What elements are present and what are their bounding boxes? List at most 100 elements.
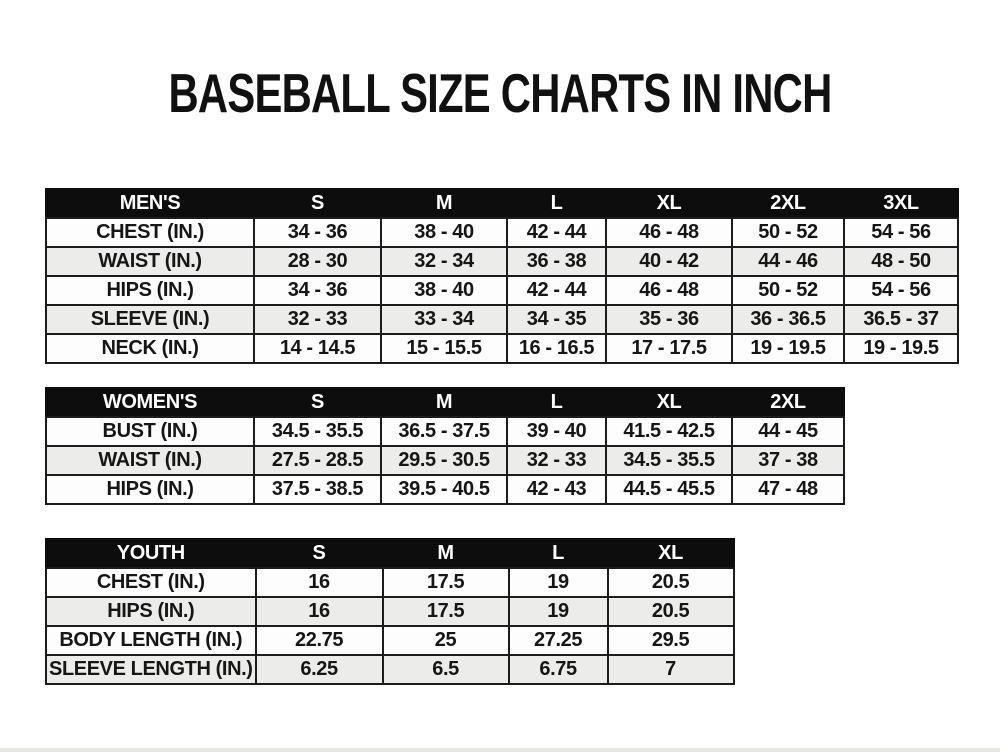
size-cell: 17.5 (381, 567, 510, 598)
column-header: XL (605, 188, 733, 219)
table-row: CHEST (IN.) 16 17.5 19 20.5 (45, 567, 735, 598)
size-cell: 29.5 (606, 625, 735, 656)
size-cell: 32 - 34 (380, 246, 508, 277)
column-header: M (380, 387, 508, 418)
table-row: BUST (IN.) 34.5 - 35.5 36.5 - 37.5 39 - 40 4… (45, 416, 845, 447)
header-row: YOUTH S M L XL (45, 538, 735, 569)
size-cell: 44 - 46 (731, 246, 845, 277)
column-header: L (506, 387, 607, 418)
size-cell: 20.5 (606, 567, 735, 598)
youth-size-table: YOUTH S M L XL CHEST (IN.) 16 17.5 19 20.5 HIPS (I… (45, 538, 735, 685)
column-header: L (506, 188, 607, 219)
size-cell: 48 - 50 (843, 246, 959, 277)
size-cell: 50 - 52 (731, 275, 845, 306)
row-label: WAIST (IN.) (45, 445, 255, 476)
size-cell: 25 (381, 625, 510, 656)
table-title-cell: MEN'S (45, 188, 255, 219)
size-cell: 46 - 48 (605, 275, 733, 306)
column-header: L (507, 538, 609, 569)
size-cell: 19 - 19.5 (731, 333, 845, 364)
size-cell: 54 - 56 (843, 217, 959, 248)
column-header: S (254, 538, 384, 569)
size-cell: 20.5 (606, 596, 735, 627)
row-label: HIPS (IN.) (45, 474, 255, 505)
row-label: WAIST (IN.) (45, 246, 255, 277)
size-cell: 6.25 (254, 654, 384, 685)
table-row: HIPS (IN.) 16 17.5 19 20.5 (45, 596, 735, 627)
size-cell: 19 - 19.5 (843, 333, 959, 364)
row-label: BUST (IN.) (45, 416, 255, 447)
size-cell: 22.75 (254, 625, 384, 656)
size-cell: 17.5 (381, 596, 510, 627)
table-row: HIPS (IN.) 34 - 36 38 - 40 42 - 44 46 - 48 50… (45, 275, 959, 306)
size-cell: 29.5 - 30.5 (380, 445, 508, 476)
table-title-cell: WOMEN'S (45, 387, 255, 418)
size-cell: 17 - 17.5 (605, 333, 733, 364)
size-cell: 32 - 33 (506, 445, 607, 476)
table-row: SLEEVE (IN.) 32 - 33 33 - 34 34 - 35 35 - 36… (45, 304, 959, 335)
size-cell: 46 - 48 (605, 217, 733, 248)
column-header: XL (605, 387, 733, 418)
size-cell: 42 - 44 (506, 275, 607, 306)
column-header: S (253, 188, 382, 219)
size-cell: 27.5 - 28.5 (253, 445, 382, 476)
size-cell: 16 (254, 596, 384, 627)
size-cell: 27.25 (507, 625, 609, 656)
row-label: SLEEVE LENGTH (IN.) (45, 654, 257, 685)
size-cell: 42 - 43 (506, 474, 607, 505)
bottom-edge-shadow (0, 748, 1000, 752)
size-cell: 38 - 40 (380, 217, 508, 248)
table-row: WAIST (IN.) 28 - 30 32 - 34 36 - 38 40 - 42 4… (45, 246, 959, 277)
size-cell: 15 - 15.5 (380, 333, 508, 364)
size-cell: 34.5 - 35.5 (605, 445, 733, 476)
size-cell: 50 - 52 (731, 217, 845, 248)
table-row: NECK (IN.) 14 - 14.5 15 - 15.5 16 - 16.5 17 … (45, 333, 959, 364)
size-cell: 35 - 36 (605, 304, 733, 335)
size-cell: 42 - 44 (506, 217, 607, 248)
header-row: WOMEN'S S M L XL 2XL (45, 387, 845, 418)
header-row: MEN'S S M L XL 2XL 3XL (45, 188, 959, 219)
column-header: 2XL (731, 387, 845, 418)
row-label: CHEST (IN.) (45, 567, 257, 598)
size-cell: 33 - 34 (380, 304, 508, 335)
size-cell: 54 - 56 (843, 275, 959, 306)
size-charts-container: MEN'S S M L XL 2XL 3XL CHEST (IN.) 34 - 36 38 - 4… (45, 188, 1000, 685)
column-header: S (253, 387, 382, 418)
column-header: 2XL (731, 188, 845, 219)
size-cell: 19 (507, 567, 609, 598)
size-cell: 37 - 38 (731, 445, 845, 476)
row-label: NECK (IN.) (45, 333, 255, 364)
column-header: M (380, 188, 508, 219)
column-header: M (381, 538, 510, 569)
size-cell: 36.5 - 37 (843, 304, 959, 335)
table-row: CHEST (IN.) 34 - 36 38 - 40 42 - 44 46 - 48 5… (45, 217, 959, 248)
size-cell: 37.5 - 38.5 (253, 474, 382, 505)
size-cell: 6.5 (381, 654, 510, 685)
size-cell: 34 - 36 (253, 275, 382, 306)
size-cell: 38 - 40 (380, 275, 508, 306)
size-cell: 34 - 35 (506, 304, 607, 335)
size-cell: 34.5 - 35.5 (253, 416, 382, 447)
size-cell: 47 - 48 (731, 474, 845, 505)
size-cell: 39 - 40 (506, 416, 607, 447)
size-cell: 7 (606, 654, 735, 685)
womens-size-table: WOMEN'S S M L XL 2XL BUST (IN.) 34.5 - 35.5 36.5… (45, 387, 845, 505)
row-label: BODY LENGTH (IN.) (45, 625, 257, 656)
size-cell: 39.5 - 40.5 (380, 474, 508, 505)
size-cell: 16 - 16.5 (506, 333, 607, 364)
column-header: XL (606, 538, 735, 569)
row-label: CHEST (IN.) (45, 217, 255, 248)
size-cell: 36.5 - 37.5 (380, 416, 508, 447)
table-row: HIPS (IN.) 37.5 - 38.5 39.5 - 40.5 42 - 43 4… (45, 474, 845, 505)
row-label: SLEEVE (IN.) (45, 304, 255, 335)
size-cell: 14 - 14.5 (253, 333, 382, 364)
page-title: BASEBALL SIZE CHARTS IN INCH (168, 62, 832, 124)
size-cell: 34 - 36 (253, 217, 382, 248)
mens-size-table: MEN'S S M L XL 2XL 3XL CHEST (IN.) 34 - 36 38 - 4… (45, 188, 959, 364)
row-label: HIPS (IN.) (45, 596, 257, 627)
size-cell: 36 - 38 (506, 246, 607, 277)
size-cell: 44 - 45 (731, 416, 845, 447)
column-header: 3XL (843, 188, 959, 219)
size-cell: 36 - 36.5 (731, 304, 845, 335)
size-cell: 6.75 (507, 654, 609, 685)
